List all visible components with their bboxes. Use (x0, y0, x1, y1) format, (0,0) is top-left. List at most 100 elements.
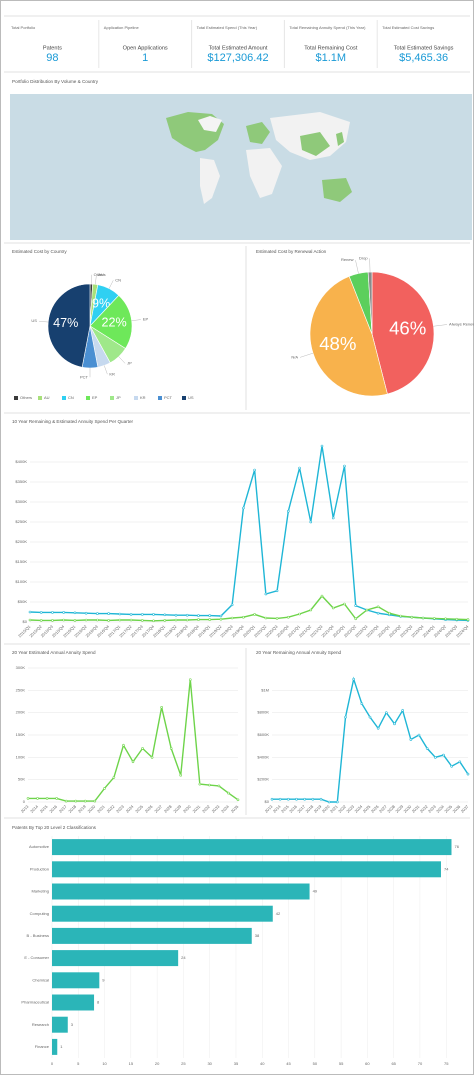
y-tick-label: 250K (16, 687, 26, 692)
series-point (275, 617, 279, 620)
series-point (39, 619, 43, 622)
series-point (368, 715, 372, 719)
japan (336, 132, 344, 146)
x-tick-label: 2025 (134, 803, 144, 813)
x-tick-label: 2037 (460, 803, 470, 813)
slice-label: 46% (389, 317, 426, 338)
series-point (107, 612, 110, 615)
callout-line (38, 320, 49, 323)
bar (52, 905, 273, 922)
y-tick-label: Marketing (31, 889, 49, 894)
x-tick-label: 2024 (125, 803, 135, 813)
series-point (169, 747, 173, 750)
y-tick-label: 200K (16, 710, 26, 715)
y-tick-label: $300K (15, 499, 27, 504)
series-point (208, 783, 211, 787)
x-tick-label: 2030 (182, 803, 192, 813)
series-point (455, 617, 459, 621)
x-tick-label: 55 (339, 1061, 344, 1066)
x-tick-label: 2031 (411, 803, 421, 813)
y-tick-label: Chemical (32, 977, 49, 982)
series-point (393, 722, 396, 726)
x-tick-label: 2027 (153, 803, 163, 813)
series-point (433, 617, 436, 620)
bar (52, 861, 441, 878)
bar (52, 927, 252, 944)
pie-slice (309, 275, 388, 397)
series-point (152, 619, 155, 623)
series-point (197, 618, 200, 621)
x-tick-label: 45 (286, 1061, 291, 1066)
x-tick-label: 2036 (451, 803, 461, 813)
y-tick-label: Computing (30, 911, 49, 916)
callout-line (131, 319, 141, 321)
bar (52, 994, 95, 1011)
series-point (227, 791, 230, 795)
series-point (160, 706, 163, 709)
series-point (84, 611, 88, 615)
series-point (197, 614, 200, 617)
series-point (219, 614, 223, 618)
callout-line (118, 356, 126, 364)
series-point (278, 797, 282, 801)
x-tick-label: 2025 (362, 803, 372, 813)
series-point (242, 615, 245, 619)
series-point (417, 733, 421, 737)
series-point (51, 619, 54, 622)
series-point (399, 614, 402, 618)
y-tick-label: 0 (23, 799, 26, 804)
bar-value: 24 (181, 955, 186, 960)
series-point (275, 589, 279, 593)
series-point (236, 798, 240, 802)
pie-slice (47, 283, 91, 368)
bar-value: 74 (444, 866, 449, 871)
y-tick-label: $0 (265, 799, 270, 804)
x-tick-label: 2020 (86, 803, 96, 813)
series-point (64, 799, 68, 803)
x-tick-label: 2027 (378, 803, 388, 813)
legend-label: KR (140, 395, 146, 400)
y-tick-label: 150K (16, 732, 26, 737)
series-point (163, 619, 167, 622)
x-tick-label: 2032 (201, 803, 211, 813)
chart-title: 20 Year Estimated Annual Annuity Spend (12, 650, 96, 655)
series-point (174, 618, 178, 622)
y-tick-label: $350K (15, 479, 27, 484)
series-point (141, 619, 144, 622)
series-point (360, 702, 364, 706)
x-tick-label: 2013 (264, 803, 274, 813)
bar (52, 972, 100, 989)
series-point (93, 799, 97, 803)
series-line (29, 445, 469, 622)
series-point (152, 613, 155, 616)
x-tick-label: 2028 (386, 803, 396, 813)
series-point (331, 606, 335, 610)
series-point (376, 726, 380, 730)
china (300, 132, 330, 156)
chart-title: Estimated Cost by Country (12, 249, 67, 254)
series-point (354, 617, 357, 621)
y-tick-label: $0 (23, 619, 28, 624)
series-point (409, 738, 413, 741)
series-point (434, 756, 437, 759)
x-tick-label: 2033 (211, 803, 221, 813)
x-tick-label: 30 (207, 1061, 212, 1066)
kpi-label: Total Estimated Amount (209, 45, 268, 51)
bar-value: 49 (313, 889, 318, 894)
series-point (331, 516, 335, 520)
chart-title: Estimated Cost by Renewal Action (256, 249, 327, 254)
series-point (62, 611, 65, 614)
bar (52, 1038, 58, 1055)
x-tick-label: 2023 (345, 803, 355, 813)
series-point (174, 613, 178, 617)
x-tick-label: 35 (234, 1061, 239, 1066)
kpi-title: Total Estimated Cost Savings (382, 25, 434, 30)
series-point (242, 506, 245, 510)
series-point (343, 464, 346, 468)
series-point (96, 612, 99, 615)
series-point (320, 444, 324, 448)
y-tick-label: Automotive (29, 844, 50, 849)
x-tick-label: 40 (260, 1061, 265, 1066)
x-tick-label: 2020 (321, 803, 331, 813)
y-tick-label: 300K (16, 665, 26, 670)
